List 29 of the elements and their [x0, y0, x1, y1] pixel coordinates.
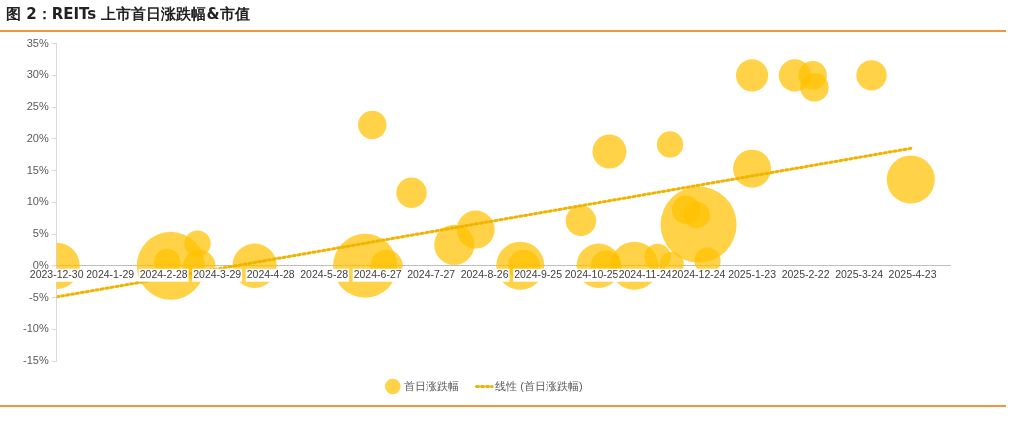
x-tick-label: 2024-8-26 [460, 267, 509, 280]
x-tick-label: 2024-2-28 [139, 267, 188, 280]
x-tick-label: 2024-11-24 [618, 267, 672, 280]
x-tick-label: 2025-4-23 [888, 267, 937, 280]
x-tick-label: 2024-12-24 [671, 267, 726, 280]
x-tick-label: 2024-3-29 [193, 267, 242, 280]
x-tick-label: 2024-5-28 [300, 267, 349, 280]
y-tick-label: 15% [26, 163, 49, 176]
x-tick-label: 2024-6-27 [353, 267, 402, 280]
y-tick-label: 25% [26, 100, 49, 113]
y-tick-label: 10% [26, 195, 49, 208]
x-tick-label: 2024-9-25 [514, 267, 563, 280]
y-tick-label: 5% [32, 227, 49, 240]
x-tick-label: 2025-3-24 [835, 267, 884, 280]
x-tick-label: 2024-7-27 [407, 267, 456, 280]
x-tick-label: 2024-1-29 [86, 267, 135, 280]
legend-label: 首日涨跌幅 [403, 379, 459, 392]
y-tick-label: 35% [26, 36, 49, 49]
y-tick-label: 30% [26, 68, 49, 81]
x-tick-label: 2025-2-22 [781, 267, 830, 280]
legend-label: 线性 (首日涨跌幅) [495, 379, 583, 392]
x-tick-label: 2025-1-23 [728, 267, 777, 280]
chart-title: 图 2：REITs 上市首日涨跌幅&市值 [6, 5, 250, 24]
x-tick-label: 2024-10-25 [564, 267, 619, 280]
x-tick-label: 2024-4-28 [246, 267, 295, 280]
y-tick-label: -10% [22, 322, 49, 335]
y-tick-label: -15% [22, 354, 49, 367]
y-tick-label: -5% [29, 290, 49, 303]
y-tick-label: 20% [26, 131, 49, 144]
